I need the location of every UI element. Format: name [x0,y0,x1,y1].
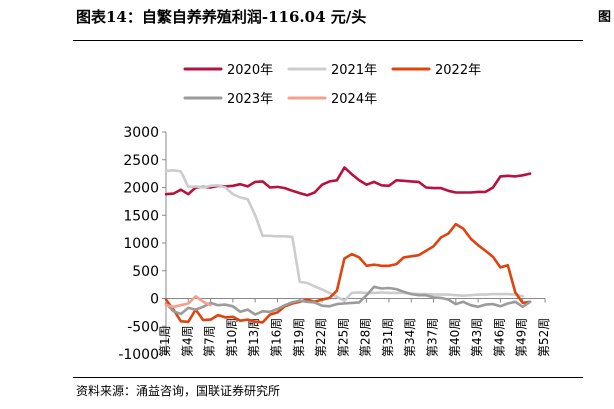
x-tick-label: 第49周 [515,318,529,357]
legend-label: 2021年 [331,63,377,78]
x-tick-label: 第10周 [225,318,239,357]
next-panel-title-fragment: 图 [598,10,612,22]
x-tick-label: 第7周 [203,325,217,357]
y-tick-label: 0 [150,292,159,308]
legend-label: 2023年 [227,92,273,107]
y-tick-label: -500 [127,319,159,335]
series-line-2 [164,169,524,302]
x-tick-label: 第37周 [426,318,440,357]
title-rule [73,40,583,41]
x-tick-label: 第46周 [492,318,506,357]
x-tick-label: 第34周 [403,318,417,357]
y-tick-label: 500 [132,264,159,280]
x-tick-label: 第43周 [470,318,484,357]
x-tick-label: 第1周 [158,325,172,357]
x-tick-label: 第19周 [292,318,306,357]
chart-title: 图表14：自繁自养养殖利润-116.04 元/头 [76,8,367,26]
x-tick-label: 第4周 [180,325,194,357]
y-tick-label: 1000 [123,236,159,252]
series-line-1 [164,166,532,197]
x-tick-label: 第22周 [314,318,328,357]
legend-label: 2024年 [331,92,377,107]
series-line-3 [164,222,532,324]
y-tick-label: 2500 [123,153,159,169]
x-tick-label: 第25周 [336,318,350,357]
y-tick-label: 3000 [123,125,159,141]
x-tick-label: 第52周 [537,318,551,357]
y-tick-label: 1500 [123,208,159,224]
legend: 2020年 2021年 2022年 2023年 2024年 [183,63,481,107]
axes: -1000-500050010001500200025003000第1周 第4周第… [118,125,551,363]
source-note: 资料来源：涌益咨询，国联证券研究所 [76,384,281,398]
x-tick-label: 第31周 [381,318,395,357]
series-line-4 [164,285,532,316]
source-rule [73,377,583,378]
series-line-5 [164,295,212,309]
y-tick-label: -1000 [118,347,159,363]
y-tick-label: 2000 [123,181,159,197]
x-tick-label: 第16周 [269,318,283,357]
legend-label: 2020年 [227,63,273,78]
x-tick-label: 第40周 [448,318,462,357]
plot-series [164,166,532,324]
legend-label: 2022年 [435,63,481,78]
x-tick-label: 第13周 [247,318,261,357]
x-tick-label: 第28周 [359,318,373,357]
